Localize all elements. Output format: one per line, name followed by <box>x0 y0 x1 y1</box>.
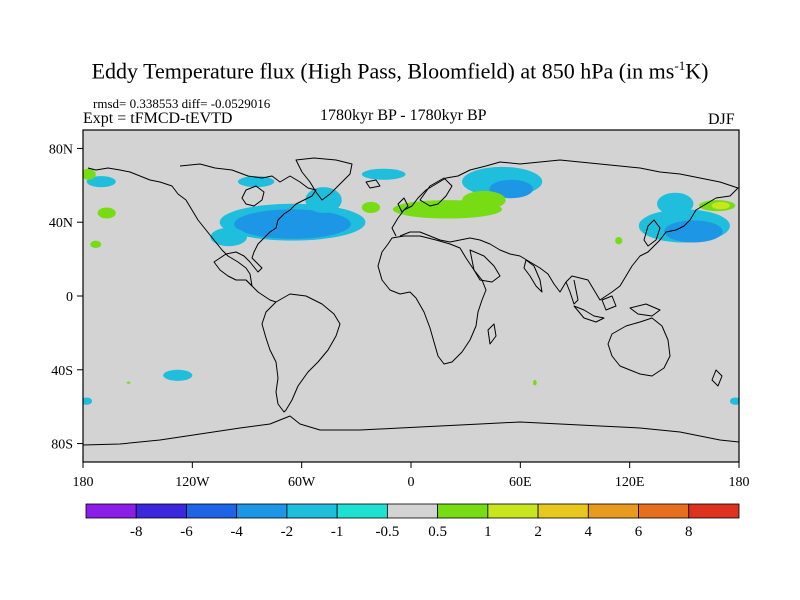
anomaly-hudson-band <box>237 176 275 188</box>
colorbar: -8 -6 -4 -2 -1 -0.5 0.5 1 2 4 6 8 <box>85 503 740 540</box>
y-tick-label: 80S <box>51 438 73 453</box>
y-tick-label: 40N <box>49 216 73 231</box>
x-tick-label: 180 <box>729 475 750 490</box>
colorbar-label: -1 <box>331 524 344 540</box>
anomaly-fills <box>83 166 739 405</box>
coast-british-isles <box>397 197 409 213</box>
anomaly-labrador-arm <box>305 187 342 213</box>
coast-new-zealand <box>711 369 723 387</box>
coast-africa <box>377 235 487 365</box>
colorbar-swatch <box>85 503 137 519</box>
coastlines <box>83 157 739 446</box>
y-tick-label: 0 <box>66 290 73 305</box>
x-tick-label: 120W <box>175 475 210 490</box>
coast-arabia <box>469 249 501 283</box>
stats-label: rmsd= 0.338553 diff= -0.0529016 <box>93 96 271 111</box>
colorbar-swatch <box>688 503 740 519</box>
season-label: DJF <box>708 111 735 128</box>
x-tick-label: 60E <box>509 475 532 490</box>
colorbar-label: 4 <box>585 524 593 540</box>
anomaly-siberia-patch <box>462 190 506 210</box>
coast-se-asia <box>565 279 579 305</box>
colorbar-swatch <box>587 503 639 519</box>
anomaly-mid-atlantic-patch <box>361 201 381 213</box>
anomaly-korea-green <box>615 236 623 245</box>
colorbar-swatch <box>437 503 489 519</box>
coast-central-america <box>245 279 277 303</box>
coast-japan <box>643 219 661 247</box>
coast-greenland <box>295 157 353 201</box>
anomaly-barents-core <box>489 179 534 199</box>
colorbar-swatch <box>186 503 238 519</box>
coast-antarctica <box>83 415 739 446</box>
x-tick-label: 180 <box>73 475 94 490</box>
colorbar-label: 0.5 <box>428 524 447 540</box>
colorbar-swatch <box>286 503 338 519</box>
coast-scandinavia <box>419 177 453 207</box>
anomaly-alaska-patch <box>86 176 116 188</box>
experiment-label: Expt = tFMCD-tEVTD <box>83 110 233 127</box>
colorbar-label: 6 <box>635 524 643 540</box>
colorbar-label: -0.5 <box>376 524 400 540</box>
anomaly-arctic-strip <box>361 168 406 180</box>
x-tick-label: 120E <box>615 475 645 490</box>
coast-indonesia <box>573 305 605 323</box>
colorbar-label: -4 <box>230 524 243 540</box>
anomaly-pacific-green-west <box>97 207 116 219</box>
anomaly-south-africa-green <box>533 379 537 386</box>
y-tick-label: 80N <box>49 142 73 157</box>
colorbar-swatch <box>135 503 187 519</box>
colorbar-label: 1 <box>484 524 492 540</box>
anomaly-south-atlantic-edge <box>83 397 93 405</box>
coast-south-america <box>261 293 341 413</box>
anomaly-pacific-green-south <box>90 240 102 249</box>
anomaly-okhotsk-outer <box>657 192 694 215</box>
y-tick-label: 40S <box>51 364 73 379</box>
coast-iceland <box>365 179 381 189</box>
anomaly-west-atlantic-tail <box>210 227 247 247</box>
colorbar-label: 8 <box>685 524 693 540</box>
coast-hudson-bay <box>241 185 265 207</box>
axis-ticks: 180 120W 60W 0 60E 120E 180 80N 40N 0 40S 80S <box>49 142 750 490</box>
coast-india <box>523 259 543 293</box>
anomaly-south-pacific-dot <box>126 381 131 384</box>
chart-title: Eddy Temperature flux (High Pass, Bloomf… <box>91 58 709 84</box>
period-label: 1780kyr BP - 1780kyr BP <box>320 107 487 124</box>
anomaly-north-atlantic-mid <box>234 209 351 239</box>
colorbar-swatch <box>537 503 589 519</box>
anomaly-north-pacific-mid <box>664 220 723 243</box>
anomaly-south-pacific <box>163 369 193 381</box>
colorbar-swatch <box>487 503 539 519</box>
x-tick-label: 0 <box>408 475 415 490</box>
colorbar-swatch <box>336 503 388 519</box>
colorbar-label: -8 <box>130 524 143 540</box>
anomaly-kamchatka-yellow <box>711 201 730 210</box>
coast-borneo <box>601 295 617 311</box>
coast-new-guinea <box>629 303 661 317</box>
coast-australia <box>607 317 671 377</box>
colorbar-label: -2 <box>281 524 294 540</box>
coast-north-america <box>87 163 317 287</box>
anomaly-alaska-green <box>83 168 96 180</box>
x-tick-label: 60W <box>288 475 316 490</box>
coast-madagascar <box>487 323 497 345</box>
anomaly-south-indian-edge <box>729 397 739 405</box>
coast-eurasia <box>391 159 739 301</box>
colorbar-label: -6 <box>180 524 193 540</box>
map-background <box>83 130 739 462</box>
colorbar-swatch <box>638 503 690 519</box>
colorbar-label: 2 <box>534 524 542 540</box>
colorbar-swatch <box>386 503 439 519</box>
colorbar-swatch <box>236 503 288 519</box>
